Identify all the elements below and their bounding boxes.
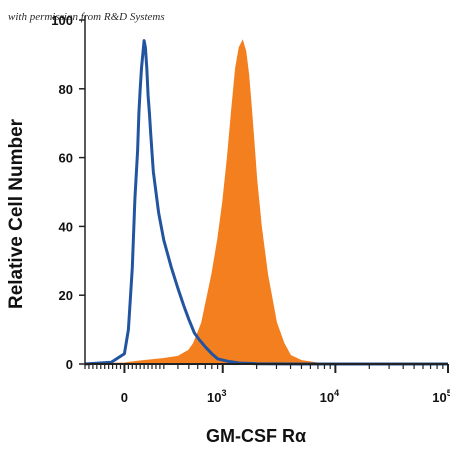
y-tick-label-2: 40 [59,219,73,234]
x-tick-exponent-2: 4 [334,388,339,398]
x-tick-label-3: 105 [432,388,450,405]
x-tick-exponent-3: 5 [447,388,450,398]
y-tick-label-4: 80 [59,82,73,97]
watermark-text: with permission from R&D Systems [8,11,165,23]
histogram-series-1-filled [84,39,449,365]
x-tick-label-1: 103 [207,388,226,405]
histogram-series-0-outline [84,39,448,366]
y-axis-title: Relative Cell Number [6,118,27,309]
series-layer [84,39,449,366]
x-tick-exponent-1: 3 [221,388,226,398]
y-tick-label-3: 60 [59,151,73,166]
x-tick-label-0: 0 [121,390,128,405]
y-tick-label-1: 20 [59,288,73,303]
x-tick-label-2: 104 [320,388,339,405]
x-axis-title: GM-CSF Rα [206,426,306,446]
y-tick-label-0: 0 [66,357,73,372]
y-tick-layer: 0 20 40 60 80 100 [51,13,85,372]
x-tick-layer: 0 103 104 105 [84,364,450,405]
y-tick-label-5: 100 [51,13,73,28]
